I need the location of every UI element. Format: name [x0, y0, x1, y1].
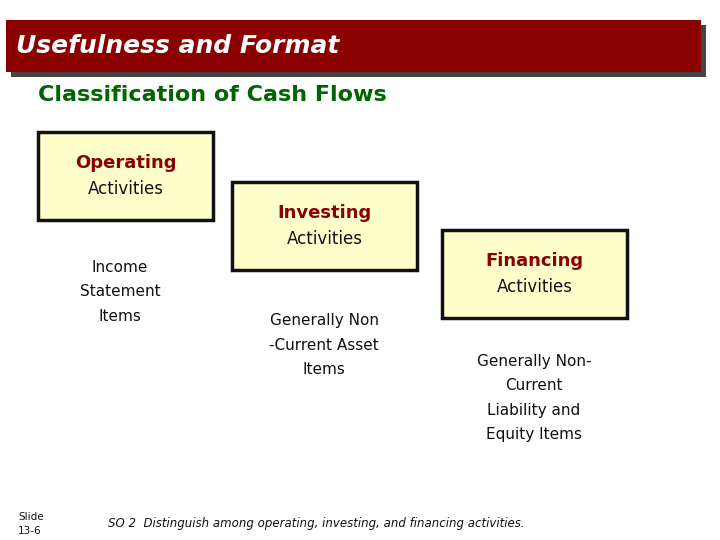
Text: Financing: Financing	[485, 252, 584, 270]
Text: Usefulness and Format: Usefulness and Format	[16, 34, 339, 58]
Text: Generally Non
-Current Asset
Items: Generally Non -Current Asset Items	[269, 313, 379, 377]
Text: Activities: Activities	[497, 278, 572, 296]
Text: Investing: Investing	[277, 204, 372, 222]
FancyBboxPatch shape	[442, 230, 627, 318]
Text: Activities: Activities	[88, 180, 163, 198]
FancyBboxPatch shape	[38, 132, 213, 220]
FancyBboxPatch shape	[11, 25, 706, 77]
FancyBboxPatch shape	[232, 182, 417, 270]
Text: Operating: Operating	[75, 154, 176, 172]
Text: Slide
13-6: Slide 13-6	[18, 512, 44, 536]
Text: Income
Statement
Items: Income Statement Items	[80, 260, 161, 324]
Text: Classification of Cash Flows: Classification of Cash Flows	[38, 85, 387, 105]
Text: Generally Non-
Current
Liability and
Equity Items: Generally Non- Current Liability and Equ…	[477, 354, 591, 442]
Text: Activities: Activities	[287, 230, 362, 248]
FancyBboxPatch shape	[6, 20, 701, 72]
Text: SO 2  Distinguish among operating, investing, and financing activities.: SO 2 Distinguish among operating, invest…	[108, 517, 525, 530]
